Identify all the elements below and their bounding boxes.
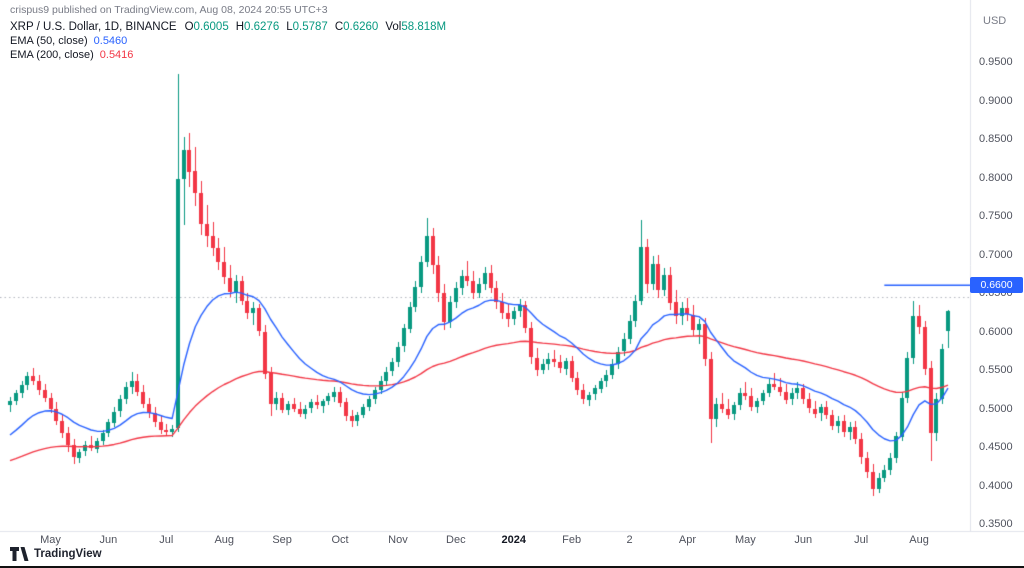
price-tick-label: 0.9500 xyxy=(979,56,1013,68)
volume-value: Vol58.818M xyxy=(385,20,447,33)
ema200-value: 0.5416 xyxy=(99,49,134,61)
window-bottom-edge xyxy=(0,566,1024,568)
high-value: H0.6276 xyxy=(235,20,280,33)
tradingview-watermark[interactable]: TradingView xyxy=(10,547,102,561)
time-tick-label: Sep xyxy=(272,534,292,546)
time-tick-label: Apr xyxy=(678,534,696,546)
time-tick-label: Feb xyxy=(562,534,582,546)
time-tick-label: Aug xyxy=(909,534,929,546)
price-tick-label: 0.6000 xyxy=(979,325,1013,338)
tradingview-logo-text: TradingView xyxy=(34,548,102,560)
close-value: C0.6260 xyxy=(334,20,379,33)
time-tick-label: 2 xyxy=(626,534,633,546)
time-tick-label: May xyxy=(40,534,61,546)
ema50-label: EMA (50, close) xyxy=(10,35,88,47)
time-tick-label: Jul xyxy=(159,534,174,546)
time-tick-label: 2024 xyxy=(501,534,526,546)
ema50-legend-row[interactable]: EMA (50, close) 0.5460 xyxy=(10,34,453,48)
time-tick-label: May xyxy=(734,534,756,546)
symbol-title: XRP / U.S. Dollar, 1D, BINANCE xyxy=(10,20,177,33)
time-tick-label: Jun xyxy=(794,534,813,546)
ohlc-values: O0.6005 H0.6276 L0.5787 C0.6260 Vol58.81… xyxy=(185,21,454,33)
attribution-text: crispus9 published on TradingView.com, A… xyxy=(10,4,328,16)
price-tick-label: 0.7000 xyxy=(979,248,1013,261)
time-tick-label: Dec xyxy=(446,534,466,546)
price-tick-label: 0.8500 xyxy=(979,133,1013,145)
symbol-legend-row[interactable]: XRP / U.S. Dollar, 1D, BINANCE O0.6005 H… xyxy=(10,19,453,34)
time-tick-label: Aug xyxy=(214,534,235,546)
open-value: O0.6005 xyxy=(184,20,229,33)
time-tick-label: Jun xyxy=(99,534,118,546)
time-tick-label: Jul xyxy=(854,534,869,546)
price-tick-label: 0.9000 xyxy=(979,94,1013,107)
price-tick-label: 0.7500 xyxy=(979,210,1013,222)
price-axis[interactable]: 0.9500 0.9000 0.8500 0.8000 0.7500 0.7000 0.65… xyxy=(970,0,1024,532)
price-tick-label: 0.5000 xyxy=(979,402,1013,415)
alert-price-badge[interactable]: 0.6600 xyxy=(970,277,1023,293)
price-tick-label: 0.5500 xyxy=(979,364,1013,376)
time-axis[interactable]: May Jun Jul Aug Sep Oct Nov Dec 2024 Feb 2 Apr May Ju… xyxy=(0,531,970,548)
chart-legend: XRP / U.S. Dollar, 1D, BINANCE O0.6005 H… xyxy=(10,19,453,62)
price-tick-label: 0.8000 xyxy=(979,171,1013,184)
ema200-legend-row[interactable]: EMA (200, close) 0.5416 xyxy=(10,48,453,62)
ema50-value: 0.5460 xyxy=(93,35,128,47)
price-tick-label: 0.4500 xyxy=(979,441,1013,453)
time-tick-label: Nov xyxy=(388,534,408,546)
time-tick-label: Oct xyxy=(331,534,349,546)
low-value: L0.5787 xyxy=(286,20,328,33)
price-tick-label: 0.3500 xyxy=(979,518,1013,530)
tradingview-logo-icon xyxy=(10,547,29,561)
currency-label: USD xyxy=(983,15,1007,27)
ema200-label: EMA (200, close) xyxy=(10,49,94,61)
price-tick-label: 0.4000 xyxy=(979,479,1013,492)
